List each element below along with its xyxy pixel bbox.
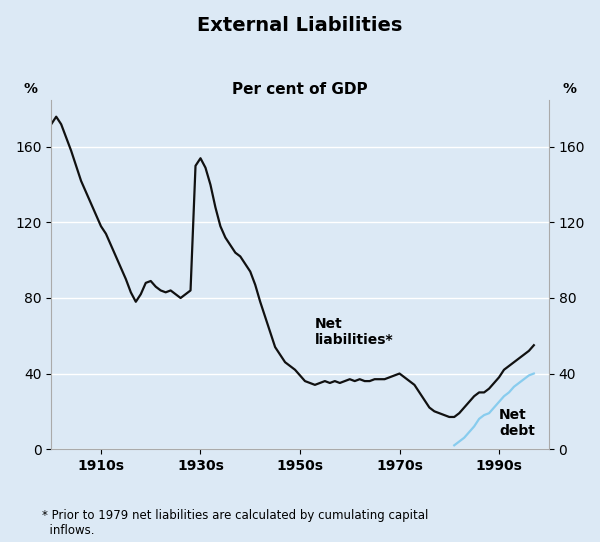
Text: External Liabilities: External Liabilities (197, 16, 403, 35)
Text: %: % (24, 82, 38, 96)
Text: * Prior to 1979 net liabilities are calculated by cumulating capital
  inflows.: * Prior to 1979 net liabilities are calc… (42, 508, 428, 537)
Title: Per cent of GDP: Per cent of GDP (232, 82, 368, 97)
Text: Net
debt: Net debt (499, 408, 535, 438)
Text: %: % (562, 82, 576, 96)
Text: Net
liabilities*: Net liabilities* (315, 317, 394, 347)
